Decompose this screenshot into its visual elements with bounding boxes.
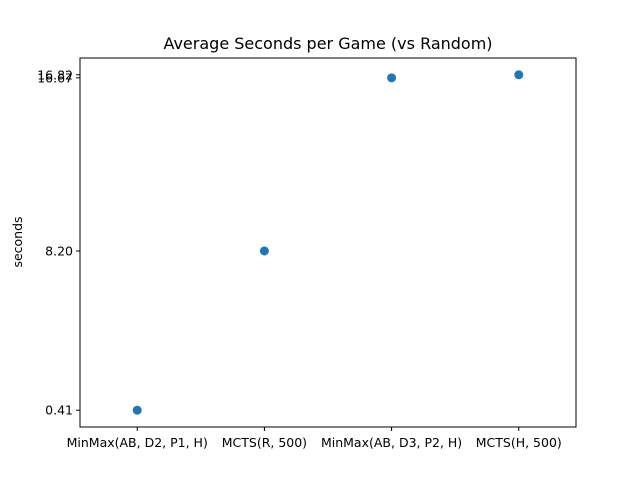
plot-area xyxy=(79,57,577,428)
x-tick-label: MCTS(R, 500) xyxy=(222,435,307,450)
data-point xyxy=(259,246,269,256)
x-tick-label: MinMax(AB, D2, P1, H) xyxy=(67,435,208,450)
data-point xyxy=(387,73,397,83)
y-axis-label: seconds xyxy=(10,216,25,267)
y-tick-label: 16.67 xyxy=(37,70,73,85)
x-tick-label: MCTS(H, 500) xyxy=(476,435,562,450)
data-point xyxy=(514,70,524,80)
data-points xyxy=(132,70,524,415)
y-tick-label: 16.82 xyxy=(37,67,73,82)
y-tick-label: 0.41 xyxy=(45,403,73,418)
y-tick-label: 8.20 xyxy=(45,243,73,258)
chart-title: Average Seconds per Game (vs Random) xyxy=(163,34,492,53)
x-axis: MinMax(AB, D2, P1, H) MCTS(R, 500) MinMax(… xyxy=(67,427,562,450)
data-point xyxy=(132,405,142,415)
x-tick-label: MinMax(AB, D3, P2, H) xyxy=(321,435,462,450)
